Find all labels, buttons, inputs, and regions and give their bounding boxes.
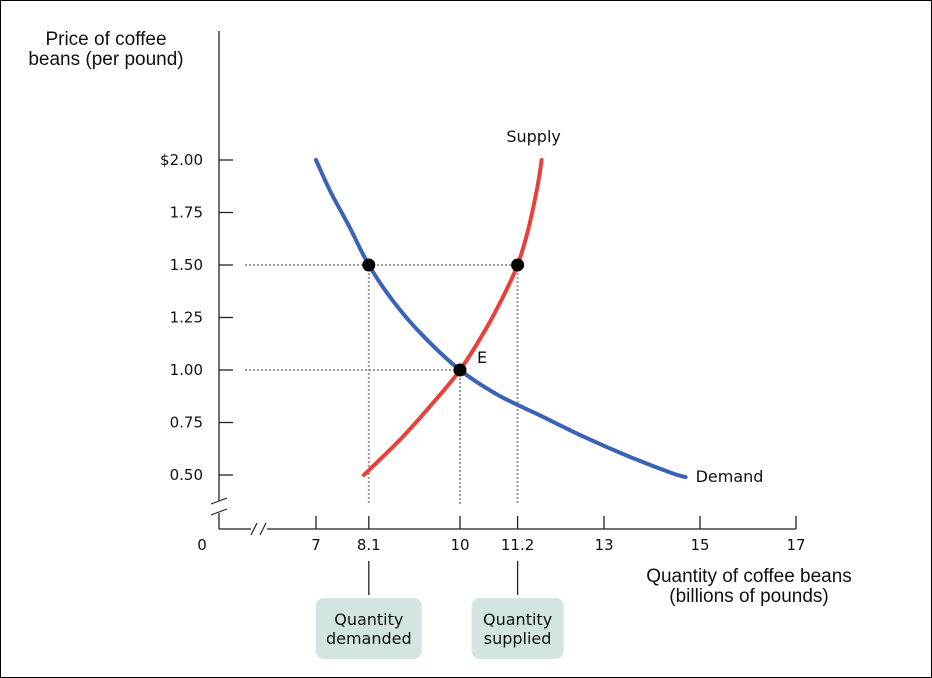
y-tick-label: 1.00 xyxy=(170,361,203,379)
x-tick-label: 13 xyxy=(594,536,613,554)
x-axis-title-line-1: Quantity of coffee beans xyxy=(646,566,852,587)
y-tick-label: 1.50 xyxy=(170,256,203,274)
x-axis-break-mark xyxy=(259,522,267,536)
x-tick-label: 7 xyxy=(311,536,321,554)
callout-box xyxy=(315,598,422,659)
y-tick-label: 1.75 xyxy=(170,204,203,222)
x-tick-label: 10 xyxy=(450,536,469,554)
data-point xyxy=(511,258,525,272)
data-point xyxy=(453,363,467,377)
y-axis-title-line-1: Price of coffee xyxy=(45,29,166,50)
y-tick-label: $2.00 xyxy=(160,151,203,169)
x-tick-label: 17 xyxy=(786,536,805,554)
supply-curve-label: Supply xyxy=(506,127,561,146)
x-tick-label: 8.1 xyxy=(357,536,381,554)
x-tick-label: 11.2 xyxy=(501,536,534,554)
y-axis-break-mark xyxy=(210,508,228,516)
tick-labels: $2.00 1.75 1.50 1.25 1.00 0.75 0.50 7 8.1 10 11.2 1… xyxy=(160,151,806,554)
callout-text: demanded xyxy=(326,629,412,648)
equilibrium-label: E xyxy=(477,348,487,367)
data-point xyxy=(362,258,376,272)
callout-text: Quantity xyxy=(483,610,552,629)
point-marks: E xyxy=(362,258,525,377)
x-tick-label: 15 xyxy=(690,536,709,554)
y-tick-label: 0.50 xyxy=(170,466,203,484)
demand-curve-label: Demand xyxy=(696,467,764,486)
x-axis-break-mark xyxy=(250,522,258,536)
guide-lines xyxy=(245,264,519,505)
callout-text: Quantity xyxy=(334,610,403,629)
origin-label: 0 xyxy=(197,536,207,554)
x-axis-title-line-2: (billions of pounds) xyxy=(669,586,828,607)
y-tick-label: 1.25 xyxy=(170,309,203,327)
y-axis-title-line-2: beans (per pound) xyxy=(28,49,183,70)
demand-curve xyxy=(314,158,688,480)
series-labels: Supply Demand xyxy=(506,127,763,486)
y-axis-break-mark xyxy=(210,497,228,505)
callout-text: supplied xyxy=(484,629,552,648)
axes xyxy=(210,31,797,536)
supply-curve xyxy=(362,158,544,477)
callout-box xyxy=(471,598,564,659)
curves xyxy=(314,158,688,480)
y-tick-label: 0.75 xyxy=(170,414,203,432)
